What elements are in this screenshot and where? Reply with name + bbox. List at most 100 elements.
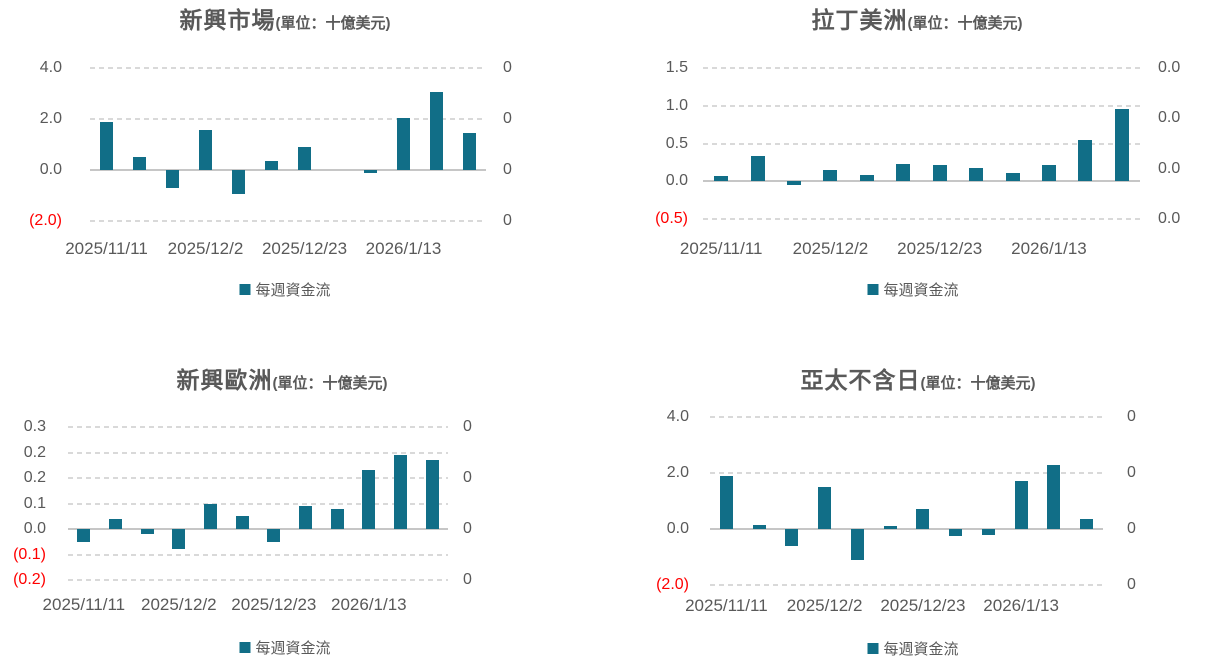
- bar: [916, 509, 930, 529]
- chart-title-text: 新興歐洲: [176, 367, 273, 393]
- bar: [818, 487, 832, 529]
- y-tick-label: 0.0: [39, 161, 62, 178]
- y-tick-label: 0.2: [23, 443, 46, 461]
- x-axis-line: [703, 180, 1140, 183]
- x-tick-label: 2025/11/11: [65, 239, 148, 258]
- bar: [298, 147, 311, 170]
- plot-area: [710, 416, 1103, 586]
- y-tick-label: 1.5: [665, 59, 688, 76]
- bar: [425, 460, 439, 529]
- secondary-y-tick-label: 0: [463, 469, 472, 486]
- x-tick-label: 2025/12/2: [786, 596, 863, 615]
- x-tick-label: 2025/12/2: [141, 595, 217, 614]
- y-tick-label: 0.5: [665, 134, 688, 152]
- bar: [750, 156, 765, 182]
- bar: [1041, 165, 1056, 182]
- bar: [265, 161, 278, 170]
- secondary-y-tick-label: 0: [1127, 464, 1136, 481]
- chart-title-unit: (單位：十億美元): [907, 15, 1023, 32]
- secondary-y-tick-label: 0: [463, 571, 472, 588]
- y-tick-label: 0.1: [23, 494, 46, 512]
- x-tick-label: 2026/1/13: [983, 596, 1059, 615]
- gridline: [703, 67, 1140, 69]
- bar: [1014, 481, 1028, 529]
- chart-title-unit: (單位：十億美元): [275, 15, 391, 32]
- legend-label: 每週資金流: [883, 641, 959, 658]
- bar: [1005, 172, 1020, 182]
- x-tick-label: 2025/12/23: [231, 595, 317, 614]
- legend-swatch-icon: [239, 284, 251, 295]
- x-tick-label: 2026/1/13: [1011, 239, 1087, 258]
- chart-title: 亞太不含日(單位：十億美元): [801, 365, 1036, 399]
- chart-title-unit: (單位：十億美元): [920, 375, 1036, 392]
- bar: [235, 516, 249, 529]
- secondary-y-tick-label: 0: [503, 161, 512, 178]
- bar: [787, 181, 802, 186]
- y-tick-label: (2.0): [656, 576, 689, 593]
- bar: [969, 168, 984, 182]
- x-tick-label: 2025/11/11: [679, 239, 763, 258]
- chart-title: 拉丁美洲(單位：十億美元): [812, 5, 1023, 39]
- gridline: [68, 502, 448, 505]
- plot-area: [68, 426, 448, 581]
- bar: [172, 529, 186, 550]
- bar: [859, 175, 874, 182]
- y-tick-label: 0.3: [23, 418, 46, 435]
- chart-title: 新興歐洲(單位：十億美元): [177, 365, 388, 399]
- chart-title-text: 新興市場: [179, 7, 276, 33]
- x-tick-label: 2025/12/2: [792, 239, 869, 258]
- gridline: [90, 67, 486, 69]
- x-tick-label: 2025/12/23: [897, 239, 983, 258]
- y-tick-label: (0.1): [13, 545, 46, 563]
- secondary-y-tick-label: 0.0: [1158, 159, 1181, 177]
- y-tick-label: 0.0: [23, 520, 46, 537]
- y-tick-label: (0.5): [655, 210, 688, 227]
- y-tick-label: 1.0: [665, 96, 688, 114]
- gridline: [710, 416, 1103, 418]
- bar: [199, 130, 212, 170]
- x-tick-label: 2026/1/13: [331, 595, 407, 614]
- bar: [1080, 519, 1094, 529]
- bar: [109, 518, 122, 529]
- bar: [166, 170, 179, 188]
- bar: [362, 470, 376, 529]
- x-tick-label: 2025/12/23: [261, 239, 348, 258]
- secondary-y-tick-label: 0.0: [1158, 210, 1181, 227]
- bar: [896, 163, 911, 182]
- x-axis-line: [68, 528, 448, 530]
- x-axis-line: [90, 169, 486, 171]
- chart-title-unit: (單位：十億美元): [272, 375, 388, 392]
- gridline: [68, 579, 448, 581]
- secondary-y-tick-label: 0: [463, 418, 472, 435]
- gridline: [90, 220, 486, 222]
- secondary-y-tick-label: 0: [503, 59, 512, 76]
- bar: [883, 526, 897, 529]
- y-tick-label: 0.0: [666, 520, 689, 537]
- x-tick-label: 2025/12/23: [880, 596, 966, 615]
- legend-label: 每週資金流: [255, 282, 331, 299]
- bar: [463, 133, 476, 170]
- bar: [299, 506, 312, 529]
- bar: [932, 164, 947, 182]
- bar: [267, 529, 281, 542]
- legend-swatch-icon: [867, 284, 879, 295]
- secondary-y-tick-label: 0: [1127, 408, 1136, 425]
- bar: [1114, 108, 1129, 182]
- gridline: [703, 104, 1140, 107]
- y-tick-label: (0.2): [13, 571, 46, 588]
- bar: [981, 529, 995, 535]
- gridline: [68, 553, 448, 556]
- bar: [232, 170, 245, 195]
- bar: [133, 157, 146, 170]
- x-tick-label: 2025/11/11: [685, 596, 768, 615]
- legend-label: 每週資金流: [255, 640, 331, 657]
- bar: [785, 529, 799, 546]
- secondary-y-tick-label: 0.0: [1158, 59, 1181, 76]
- legend: 每週資金流: [239, 279, 331, 300]
- chart-title-text: 拉丁美洲: [811, 7, 908, 33]
- legend-label: 每週資金流: [883, 282, 959, 299]
- y-tick-label: 4.0: [666, 408, 689, 425]
